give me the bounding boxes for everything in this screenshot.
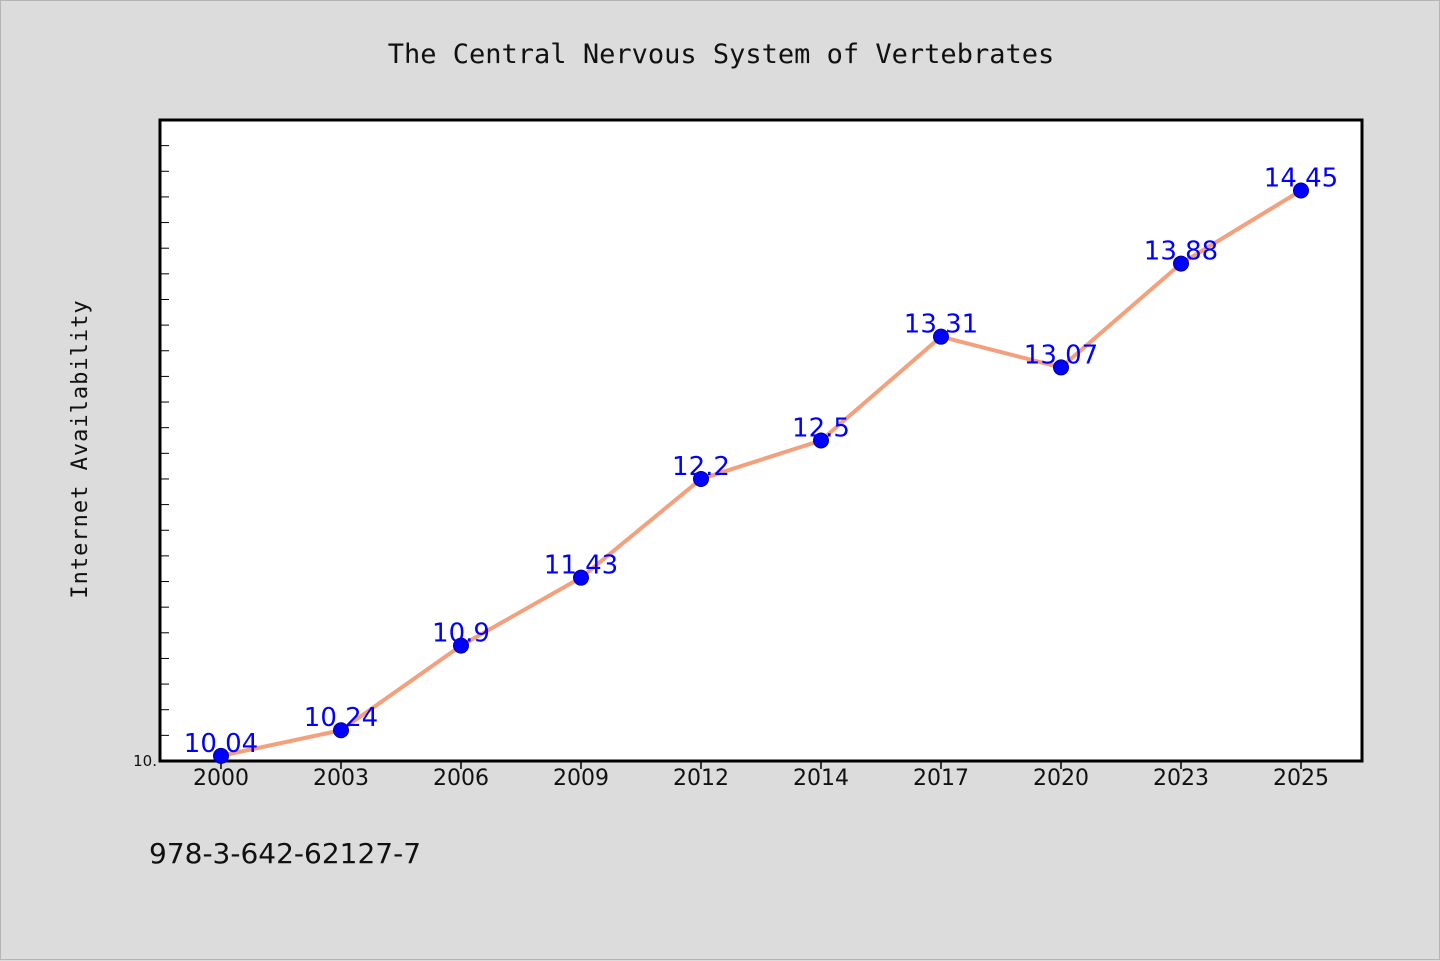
x-tick-label: 2009 [553,766,609,791]
x-tick-label: 2025 [1273,766,1329,791]
data-label: 13.31 [904,310,978,340]
y-axis-ticks [160,119,169,762]
data-labels: 10.04 10.24 10.9 11.43 12.2 12.5 13.31 13.07 13.… [184,164,1338,759]
data-label: 13.88 [1144,237,1218,267]
plot-area [158,118,1364,763]
data-point [1173,255,1189,272]
data-label: 10.04 [184,729,258,759]
y-tick-label: 10. [133,752,157,770]
data-point [693,470,709,487]
data-label: 10.9 [432,619,490,649]
data-label: 10.24 [304,703,378,733]
data-label: 14.45 [1264,164,1338,194]
data-label: 12.5 [792,414,850,444]
data-point [1293,182,1309,199]
data-point [213,747,229,764]
data-point [333,722,349,739]
isbn-text: 978-3-642-62127-7 [149,837,421,870]
x-axis-tick-labels: 2000 2003 2006 2009 2012 2014 2017 2020 2023 2025 [193,766,1329,791]
data-label: 12.2 [672,452,730,482]
series-markers [213,182,1309,764]
x-tick-label: 2014 [793,766,849,791]
data-point [1053,359,1069,376]
chart-title: The Central Nervous System of Vertebrate… [388,39,1054,70]
series-line-group [220,188,1303,758]
data-point [933,328,949,345]
data-label: 13.07 [1024,340,1098,370]
data-point [813,432,829,449]
x-tick-label: 2012 [673,766,729,791]
y-axis-tick-labels: 10. [133,752,157,770]
y-axis-label: Internet Availability [68,299,93,598]
x-tick-label: 2003 [313,766,369,791]
x-tick-label: 2006 [433,766,489,791]
x-tick-label: 2000 [193,766,249,791]
series-line [220,188,1303,758]
data-point [453,637,469,654]
x-tick-label: 2017 [913,766,969,791]
x-tick-label: 2023 [1153,766,1209,791]
x-tick-label: 2020 [1033,766,1089,791]
data-point [573,569,589,586]
data-label: 11.43 [544,551,618,581]
